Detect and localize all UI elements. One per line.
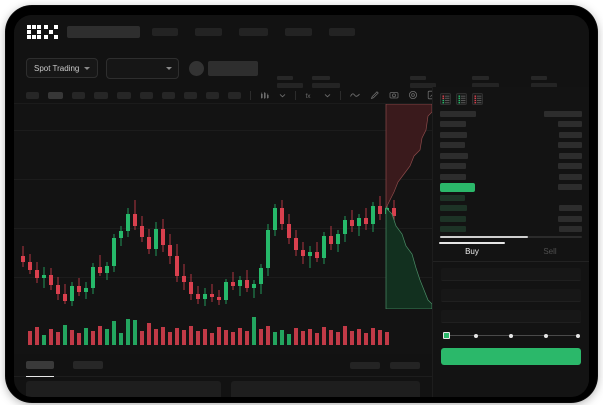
timeframe-9[interactable] <box>206 91 219 99</box>
slider-handle[interactable] <box>443 332 450 339</box>
bottom-action-1[interactable] <box>350 361 380 369</box>
orderbook-ask-row[interactable] <box>440 173 582 180</box>
tab-sell[interactable]: Sell <box>543 247 557 256</box>
orderbook-bid-row[interactable] <box>440 205 582 212</box>
active-tab-underline <box>26 375 54 377</box>
nav-items <box>152 28 355 36</box>
tab-buy[interactable]: Buy <box>433 242 511 261</box>
stat-24h-low <box>472 76 499 88</box>
orderbook-mode-bids[interactable] <box>456 93 467 105</box>
bottom-action-2[interactable] <box>390 361 420 369</box>
chart-toolbar: fx <box>14 87 589 104</box>
orderbook-ask-row[interactable] <box>440 131 582 138</box>
trading-mode-selector[interactable]: Spot Trading <box>26 58 99 78</box>
amount-percent-slider[interactable] <box>443 331 580 340</box>
svg-text:fx: fx <box>306 93 312 100</box>
orderbook-and-trade-panel: Buy Sell <box>432 87 589 397</box>
timeframe-8[interactable] <box>184 91 197 99</box>
orders-tab-bar <box>14 354 432 377</box>
chevron-down-icon[interactable] <box>279 93 286 98</box>
chart-gridline <box>14 179 432 180</box>
nav-item-4[interactable] <box>285 28 312 36</box>
camera-icon[interactable] <box>389 90 399 100</box>
slider-stop-75[interactable] <box>544 333 548 338</box>
candlestick-series <box>21 196 396 306</box>
slider-stop-25[interactable] <box>474 333 478 338</box>
market-info-bar: Spot Trading <box>14 49 589 88</box>
orderbook-ask-row[interactable] <box>440 163 582 170</box>
orderbook-scrollbar[interactable] <box>440 236 582 238</box>
toolbar-divider <box>295 90 296 100</box>
bottom-panel-right[interactable] <box>230 381 420 397</box>
timeframe-1[interactable] <box>26 91 39 99</box>
nav-item-3[interactable] <box>239 28 268 36</box>
okx-logo-glyph <box>27 25 41 39</box>
orderbook-current-price-row[interactable] <box>440 182 582 192</box>
orderbook-bid-row[interactable] <box>440 215 582 222</box>
order-price-field[interactable] <box>441 268 581 281</box>
coin-avatar <box>189 60 205 76</box>
timeframe-5[interactable] <box>117 91 131 99</box>
timeframe-3[interactable] <box>72 91 85 99</box>
trading-pair-selector[interactable] <box>106 57 180 79</box>
nav-item-2[interactable] <box>195 28 222 36</box>
chart-gridline <box>14 277 432 278</box>
orderbook-ask-row[interactable] <box>440 142 582 149</box>
bottom-panel-left[interactable] <box>26 381 221 397</box>
price-chart[interactable] <box>14 104 432 354</box>
device-screen: Spot Trading <box>14 15 589 397</box>
timeframe-10[interactable] <box>228 91 241 99</box>
okx-logo[interactable] <box>27 25 58 39</box>
top-navigation-bar <box>14 15 589 49</box>
orderbook-rows <box>433 109 589 233</box>
buy-sell-tabs: Buy Sell <box>433 242 589 262</box>
search-input[interactable] <box>67 26 140 38</box>
nav-item-5[interactable] <box>329 28 355 36</box>
orderbook-mode-both[interactable] <box>440 93 451 105</box>
settings-icon[interactable] <box>408 90 418 100</box>
bottom-tab-order-history[interactable] <box>73 361 103 369</box>
toolbar-divider <box>250 90 251 100</box>
stat-24h-change <box>312 76 340 88</box>
order-amount-field[interactable] <box>441 289 581 302</box>
pencil-icon[interactable] <box>370 90 380 100</box>
stat-24h-volume <box>531 76 557 88</box>
orderbook-ask-row[interactable] <box>440 152 582 159</box>
slider-stop-50[interactable] <box>509 333 513 338</box>
orderbook-mode-toggle <box>433 87 589 109</box>
orderbook-ask-row[interactable] <box>440 121 582 128</box>
orderbook-bid-row[interactable] <box>440 226 582 233</box>
timeframe-2[interactable] <box>48 91 63 99</box>
orderbook-ask-row[interactable] <box>440 110 582 117</box>
stat-24h-high <box>410 76 436 88</box>
chevron-down-icon <box>166 66 173 70</box>
order-form-fields <box>433 262 589 323</box>
order-total-field[interactable] <box>441 310 581 323</box>
chart-gridline <box>14 130 432 131</box>
timeframe-7[interactable] <box>162 91 175 99</box>
nav-item-1[interactable] <box>152 28 178 36</box>
orderbook-bid-row[interactable] <box>440 194 582 201</box>
place-buy-order-button[interactable] <box>441 348 581 365</box>
last-price-placeholder <box>208 60 259 76</box>
orderbook-mode-asks[interactable] <box>472 93 483 105</box>
line-tool-icon[interactable] <box>350 91 361 99</box>
orders-panels <box>14 381 432 397</box>
stat-last-price <box>277 76 303 88</box>
toolbar-divider <box>340 90 341 100</box>
bottom-tab-open-orders[interactable] <box>26 361 54 377</box>
okx-logo-glyph-2 <box>44 25 58 39</box>
chevron-down-icon[interactable] <box>324 93 331 98</box>
timeframe-6[interactable] <box>140 91 153 99</box>
indicators-icon[interactable]: fx <box>305 91 315 100</box>
slider-stop-100[interactable] <box>576 333 580 338</box>
volume-series <box>28 317 389 345</box>
timeframe-4[interactable] <box>94 91 108 99</box>
device-frame: Spot Trading <box>6 6 597 402</box>
chart-type-icon[interactable] <box>260 91 270 100</box>
chevron-down-icon <box>84 66 91 70</box>
chart-gridline <box>14 228 432 229</box>
trading-mode-label: Spot Trading <box>34 63 80 73</box>
